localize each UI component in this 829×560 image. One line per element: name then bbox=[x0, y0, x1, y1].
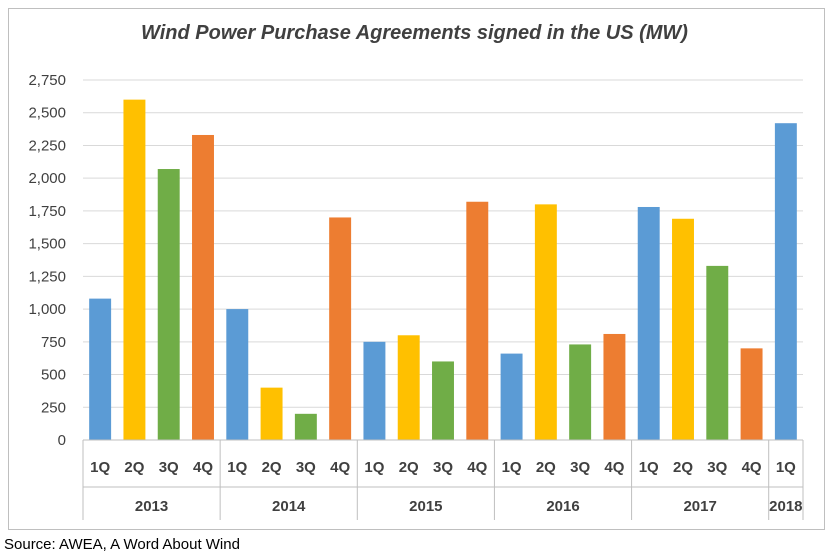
x-tick-label: 2Q bbox=[124, 459, 144, 476]
bar bbox=[706, 265, 729, 440]
bar bbox=[672, 218, 694, 440]
bar bbox=[363, 341, 386, 440]
year-label: 2017 bbox=[683, 498, 716, 515]
y-tick-label: 1,250 bbox=[28, 268, 66, 285]
x-tick-label: 4Q bbox=[330, 459, 350, 476]
y-tick-label: 0 bbox=[58, 432, 66, 449]
year-label: 2016 bbox=[546, 498, 579, 515]
bar bbox=[329, 217, 352, 440]
bar bbox=[397, 335, 420, 440]
bar bbox=[123, 99, 146, 441]
year-label: 2013 bbox=[135, 498, 168, 515]
bar bbox=[534, 204, 557, 440]
bar bbox=[637, 206, 660, 440]
x-tick-label: 3Q bbox=[707, 459, 727, 476]
x-tick-label: 3Q bbox=[296, 459, 316, 476]
x-tick-label: 1Q bbox=[90, 459, 110, 476]
bar bbox=[226, 309, 249, 440]
bar bbox=[500, 353, 523, 440]
bar bbox=[603, 333, 626, 440]
x-tick-label: 2Q bbox=[262, 459, 282, 476]
chart-title: Wind Power Purchase Agreements signed in… bbox=[141, 22, 688, 44]
source-note: Source: AWEA, A Word About Wind bbox=[4, 536, 240, 553]
x-tick-label: 3Q bbox=[159, 459, 179, 476]
x-tick-label: 3Q bbox=[433, 459, 453, 476]
x-tick-label: 4Q bbox=[604, 459, 624, 476]
bar bbox=[740, 348, 763, 440]
bar bbox=[157, 169, 180, 440]
x-tick-label: 1Q bbox=[364, 459, 384, 476]
y-tick-label: 750 bbox=[41, 334, 66, 351]
y-tick-label: 250 bbox=[41, 399, 66, 416]
x-tick-label: 4Q bbox=[193, 459, 213, 476]
bar bbox=[260, 387, 283, 440]
year-label: 2015 bbox=[409, 498, 442, 515]
year-label: 2018 bbox=[769, 498, 802, 515]
y-tick-label: 2,250 bbox=[28, 137, 66, 154]
x-tick-label: 1Q bbox=[227, 459, 247, 476]
bar bbox=[294, 413, 317, 440]
y-tick-label: 2,500 bbox=[28, 105, 66, 122]
bar bbox=[569, 344, 592, 440]
x-tick-label: 2Q bbox=[673, 459, 693, 476]
x-tick-label: 4Q bbox=[467, 459, 487, 476]
bar bbox=[192, 134, 214, 440]
bar bbox=[432, 361, 454, 440]
x-tick-label: 3Q bbox=[570, 459, 590, 476]
bar bbox=[466, 201, 489, 440]
y-tick-label: 2,000 bbox=[28, 170, 66, 187]
x-tick-label: 4Q bbox=[742, 459, 762, 476]
x-tick-label: 2Q bbox=[399, 459, 419, 476]
year-label: 2014 bbox=[272, 498, 306, 515]
x-tick-label: 2Q bbox=[536, 459, 556, 476]
y-tick-label: 1,000 bbox=[28, 301, 66, 318]
x-tick-label: 1Q bbox=[776, 459, 796, 476]
y-tick-label: 2,750 bbox=[28, 72, 66, 89]
y-tick-label: 1,500 bbox=[28, 236, 66, 253]
y-tick-label: 1,750 bbox=[28, 203, 66, 220]
x-tick-label: 1Q bbox=[639, 459, 659, 476]
bar bbox=[89, 298, 112, 440]
x-tick-label: 1Q bbox=[502, 459, 522, 476]
bar bbox=[774, 123, 797, 440]
y-tick-label: 500 bbox=[41, 367, 66, 384]
